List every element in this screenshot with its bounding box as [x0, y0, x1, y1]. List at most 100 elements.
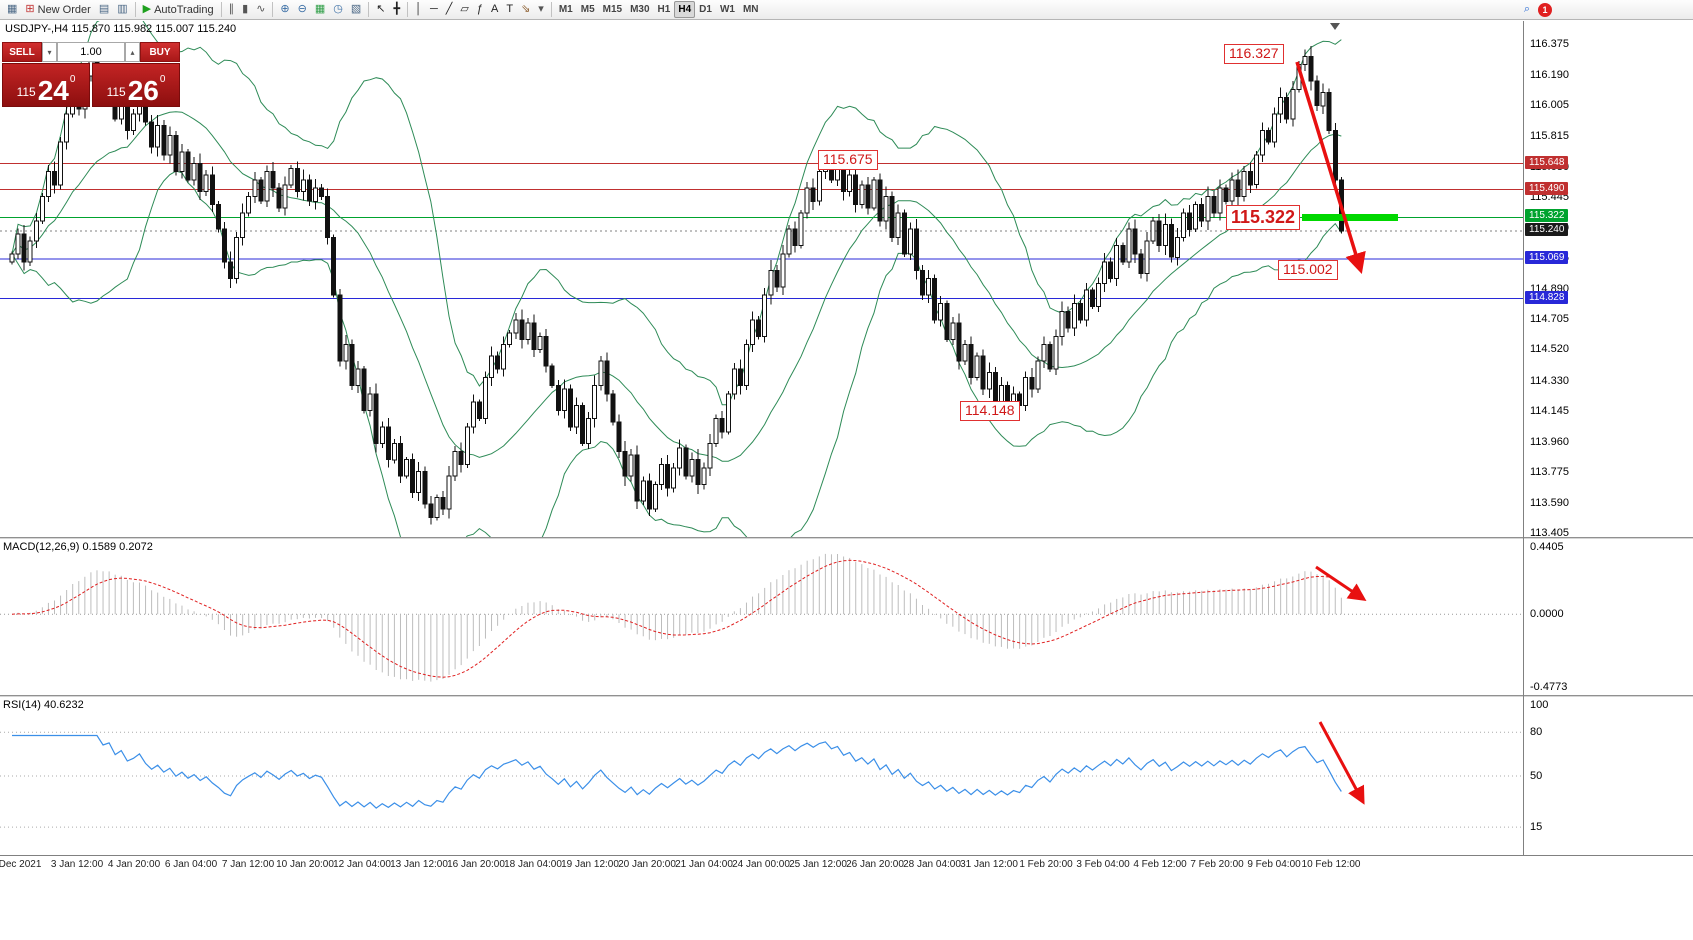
rsi-panel-separator[interactable] [0, 695, 1693, 697]
candlestick-chart-icon[interactable]: ▮ [238, 0, 252, 19]
rsi-indicator-chart[interactable] [0, 697, 1523, 855]
toolbar-separator [368, 2, 370, 17]
main-price-chart[interactable] [0, 21, 1523, 537]
timeframe-M15[interactable]: M15 [602, 4, 623, 15]
time-axis-label: 4 Jan 20:00 [107, 859, 161, 870]
timeframe-M30[interactable]: M30 [630, 4, 650, 15]
main-toolbar: ▦ ⊞ New Order ▤ ▥ ▶ AutoTrading ∥ ▮ ∿ ⊕ ⊖ ▦ ◷ ▧ ↖ ╋ │ ─ ╱ ▱ ƒ… [0, 0, 1693, 20]
chart-ohlc-header: USDJPY-,H4 115.870 115.982 115.007 115.2… [5, 23, 237, 35]
volume-input[interactable] [57, 42, 125, 62]
bid-prefix: 115 [16, 85, 36, 99]
vertical-line-icon[interactable]: │ [411, 0, 426, 19]
price-callout[interactable]: 115.675 [818, 150, 878, 170]
volume-increase-button[interactable]: ▴ [125, 42, 140, 62]
price-callout[interactable]: 115.002 [1278, 260, 1338, 280]
crosshair-icon: ╋ [393, 3, 401, 15]
tile-windows-icon[interactable]: ▦ [311, 0, 329, 19]
line-chart-icon: ∿ [256, 3, 266, 15]
time-axis-label: 7 Feb 20:00 [1190, 859, 1244, 870]
time-axis-label: 18 Jan 04:00 [504, 859, 562, 870]
tile-windows-icon: ▦ [314, 3, 326, 15]
time-axis-label: Dec 2021 [0, 859, 42, 870]
timeframe-W1[interactable]: W1 [719, 4, 735, 15]
price-axis-label: 50 [1530, 770, 1543, 782]
time-axis[interactable]: Dec 2021 3 Jan 12:00 4 Jan 20:00 6 Jan 04:0… [0, 856, 1693, 876]
autotrading-button[interactable]: ▶ AutoTrading [139, 0, 218, 19]
line-chart-icon[interactable]: ∿ [252, 0, 269, 19]
time-axis-label: 9 Feb 04:00 [1247, 859, 1301, 870]
toolbar-separator [272, 2, 274, 17]
bid-big-digits: 24 [37, 75, 69, 107]
text-label-icon[interactable]: T [502, 0, 517, 19]
bar-chart-icon[interactable]: ∥ [225, 0, 239, 19]
new-chart-icon[interactable]: ▦ [3, 0, 21, 19]
chart-shift-marker[interactable] [1330, 23, 1340, 30]
zoom-out-icon[interactable]: ⊖ [294, 0, 311, 19]
time-axis-label: 3 Feb 04:00 [1076, 859, 1130, 870]
timeframe-D1[interactable]: D1 [699, 4, 712, 15]
price-axis-label: 116.375 [1530, 38, 1569, 50]
time-axis-label: 28 Jan 04:00 [903, 859, 961, 870]
volume-decrease-button[interactable]: ▾ [42, 42, 57, 62]
market-watch-icon: ▤ [98, 3, 110, 15]
template-icon[interactable]: ▧ [347, 0, 365, 19]
arrows-icon: ⇘ [521, 3, 531, 15]
timeframe-M5[interactable]: M5 [580, 4, 595, 15]
one-click-trading-panel: SELL ▾ ▴ BUY 115 24 0 115 26 0 [2, 42, 180, 107]
price-callout[interactable]: 115.322 [1226, 205, 1301, 230]
fibonacci-icon[interactable]: ƒ [473, 0, 487, 19]
macd-panel-separator[interactable] [0, 537, 1693, 539]
price-axis-label: 114.145 [1530, 405, 1569, 418]
time-axis-label: 12 Jan 04:00 [333, 859, 391, 870]
timeframe-MN[interactable]: MN [742, 4, 759, 15]
crosshair-icon[interactable]: ╋ [389, 0, 404, 19]
toolbar-separator [407, 2, 409, 17]
notification-badge[interactable]: 1 [1538, 2, 1552, 17]
navigator-icon: ▥ [117, 3, 128, 15]
buy-button[interactable]: BUY [140, 42, 180, 62]
caret-down-icon: ▾ [47, 47, 52, 57]
buy-price-box[interactable]: 115 26 0 [92, 63, 180, 107]
arrows-icon[interactable]: ⇘ [517, 0, 534, 19]
price-axis-label: 116.005 [1530, 98, 1569, 111]
horizontal-line-icon[interactable]: ─ [426, 0, 442, 19]
ask-pip-digit: 0 [159, 74, 166, 85]
market-watch-icon[interactable]: ▤ [95, 0, 113, 19]
timeframe-H1[interactable]: H1 [657, 4, 671, 15]
timeframe-H4[interactable]: H4 [674, 1, 696, 18]
price-tag: 115.322 [1525, 209, 1569, 223]
price-axis-label: 114.330 [1530, 374, 1569, 387]
period-icon[interactable]: ◷ [329, 0, 347, 19]
price-axis-label: 15 [1530, 821, 1543, 834]
time-axis-label: 7 Jan 12:00 [221, 859, 275, 870]
equidistant-channel-icon[interactable]: ▱ [456, 0, 472, 19]
timeframe-M1[interactable]: M1 [558, 4, 573, 15]
price-axis-label: 114.705 [1530, 313, 1569, 325]
price-callout[interactable]: 116.327 [1224, 44, 1284, 64]
bollinger-band-line [11, 21, 1342, 406]
price-axis-label: 113.405 [1530, 527, 1569, 539]
new-chart-icon: ▦ [7, 3, 18, 15]
period-icon: ◷ [333, 3, 343, 15]
price-axis-label: 113.960 [1530, 435, 1569, 448]
search-icon[interactable]: ⌕ [1520, 0, 1534, 19]
text-icon[interactable]: A [487, 0, 502, 19]
sell-price-box[interactable]: 115 24 0 [2, 63, 90, 107]
trendline-icon[interactable]: ╱ [442, 0, 457, 19]
new-order-button[interactable]: ⊞ New Order [21, 0, 94, 19]
price-axis[interactable]: 116.375116.190116.005115.815115.630115.4… [1524, 21, 1693, 855]
sell-button[interactable]: SELL [2, 42, 42, 62]
navigator-icon[interactable]: ▥ [113, 0, 131, 19]
time-axis-label: 6 Jan 04:00 [164, 859, 218, 870]
zoom-in-icon[interactable]: ⊕ [276, 0, 293, 19]
dropdown-caret-icon[interactable]: ▾ [534, 0, 548, 19]
time-axis-label: 10 Jan 20:00 [276, 859, 334, 870]
autotrading-play-icon: ▶ [142, 3, 152, 15]
price-axis-label: 116.190 [1530, 68, 1569, 81]
time-axis-label: 25 Jan 12:00 [789, 859, 847, 870]
text-label-icon: T [506, 3, 514, 15]
bollinger-band-line [11, 170, 1342, 537]
macd-indicator-chart[interactable] [0, 539, 1523, 695]
price-callout[interactable]: 114.148 [960, 401, 1020, 421]
cursor-icon[interactable]: ↖ [372, 0, 389, 19]
